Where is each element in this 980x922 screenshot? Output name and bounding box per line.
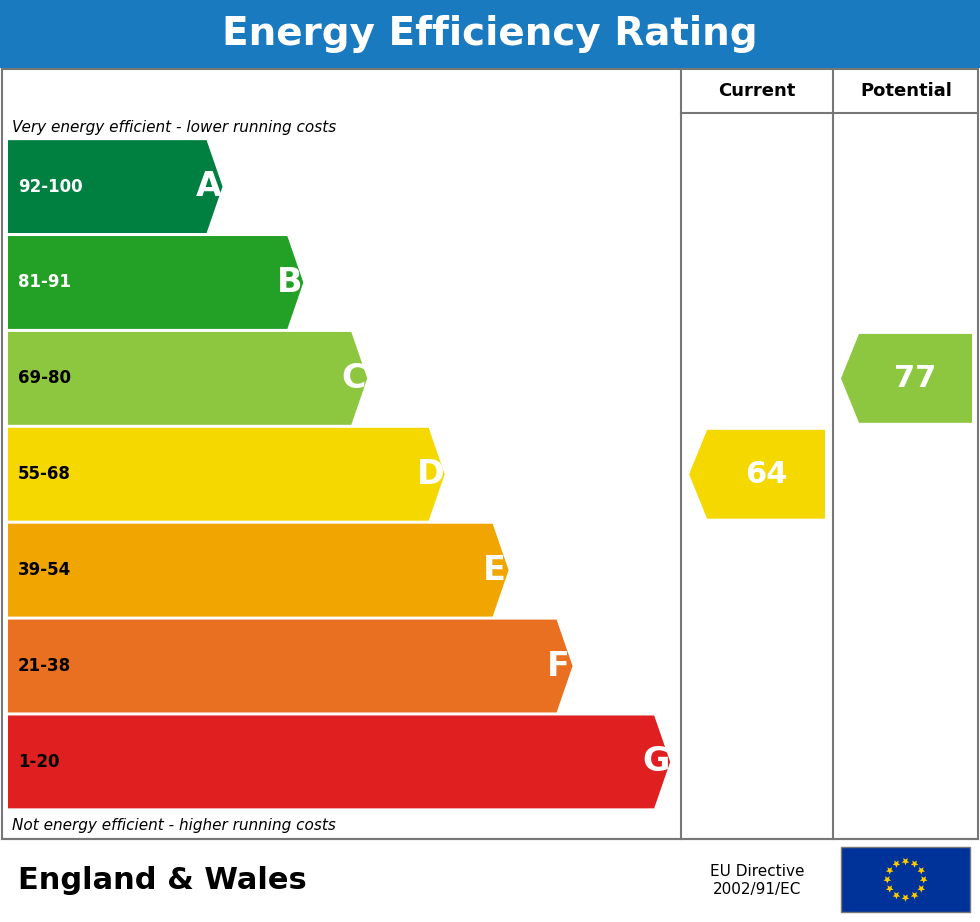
Text: B: B: [276, 266, 302, 299]
Text: Very energy efficient - lower running costs: Very energy efficient - lower running co…: [12, 120, 336, 135]
Text: 39-54: 39-54: [18, 561, 72, 579]
Polygon shape: [8, 524, 509, 617]
Text: 92-100: 92-100: [18, 178, 82, 195]
Text: 1-20: 1-20: [18, 753, 60, 771]
Polygon shape: [920, 876, 927, 883]
Polygon shape: [886, 885, 894, 892]
Text: C: C: [341, 361, 366, 395]
Text: A: A: [196, 170, 221, 203]
Text: 21-38: 21-38: [18, 657, 72, 675]
Text: 64: 64: [745, 460, 787, 489]
Text: 81-91: 81-91: [18, 274, 71, 291]
Polygon shape: [8, 140, 222, 233]
Text: Current: Current: [718, 82, 796, 100]
Bar: [841, 847, 970, 912]
Polygon shape: [902, 894, 909, 902]
Polygon shape: [893, 892, 901, 899]
Text: Potential: Potential: [860, 82, 953, 100]
Bar: [2, 69, 978, 839]
Polygon shape: [8, 236, 304, 329]
Text: 77: 77: [895, 364, 937, 393]
Text: England & Wales: England & Wales: [18, 866, 307, 895]
Polygon shape: [910, 892, 918, 899]
Polygon shape: [893, 860, 901, 868]
Bar: [0, 0, 980, 68]
Polygon shape: [689, 430, 825, 519]
Polygon shape: [8, 715, 670, 809]
Text: D: D: [416, 457, 445, 491]
Text: G: G: [643, 745, 670, 778]
Text: Not energy efficient - higher running costs: Not energy efficient - higher running co…: [12, 818, 336, 833]
Text: Energy Efficiency Rating: Energy Efficiency Rating: [222, 15, 758, 53]
Text: E: E: [483, 553, 506, 586]
Polygon shape: [917, 885, 925, 892]
Polygon shape: [8, 620, 572, 713]
Polygon shape: [910, 860, 918, 868]
Polygon shape: [884, 876, 891, 883]
Text: F: F: [547, 649, 570, 682]
Polygon shape: [8, 428, 445, 521]
Text: 55-68: 55-68: [18, 466, 71, 483]
Polygon shape: [841, 334, 972, 423]
Polygon shape: [886, 868, 894, 874]
Text: 69-80: 69-80: [18, 370, 71, 387]
Polygon shape: [902, 858, 909, 866]
Polygon shape: [917, 868, 925, 874]
Text: EU Directive
2002/91/EC: EU Directive 2002/91/EC: [710, 864, 805, 897]
Polygon shape: [8, 332, 367, 425]
